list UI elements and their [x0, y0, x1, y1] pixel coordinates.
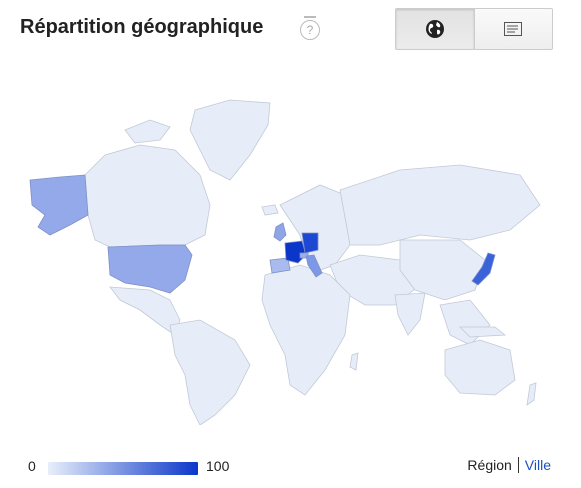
help-icon[interactable]: ?: [300, 16, 320, 40]
page-title: Répartition géographique: [20, 16, 264, 38]
country-russia[interactable]: [339, 164, 541, 246]
country-australia[interactable]: [444, 339, 516, 396]
country-iceland[interactable]: [261, 204, 279, 216]
country-europe[interactable]: [279, 184, 351, 271]
map-view-button[interactable]: [396, 9, 475, 49]
country-arctic-islands[interactable]: [124, 119, 171, 144]
country-united-states[interactable]: [107, 244, 193, 294]
country-united-kingdom[interactable]: [273, 222, 287, 242]
country-indonesia[interactable]: [459, 326, 507, 338]
country-mexico[interactable]: [109, 286, 181, 336]
list-view-button[interactable]: [475, 9, 553, 49]
country-madagascar[interactable]: [349, 352, 359, 371]
legend-min-label: 0: [28, 458, 36, 474]
legend-max-label: 100: [206, 458, 230, 474]
globe-icon: [425, 20, 444, 38]
country-china[interactable]: [399, 239, 486, 301]
view-toggle: [395, 8, 553, 50]
legend-gradient-bar: [48, 462, 198, 475]
country-germany[interactable]: [301, 232, 319, 254]
region-option[interactable]: Région: [467, 457, 512, 473]
country-africa[interactable]: [261, 264, 351, 396]
scope-divider: [517, 457, 519, 473]
scope-switcher: Région Ville: [467, 457, 551, 473]
header: Répartition géographique ?: [0, 0, 581, 60]
country-spain[interactable]: [269, 257, 291, 274]
country-alaska[interactable]: [29, 174, 89, 236]
country-greenland[interactable]: [189, 99, 271, 181]
country-italy[interactable]: [305, 254, 323, 278]
country-new-zealand[interactable]: [526, 382, 537, 406]
list-icon: [504, 22, 523, 36]
city-link[interactable]: Ville: [524, 457, 551, 473]
country-canada[interactable]: [84, 144, 211, 248]
country-south-america[interactable]: [169, 319, 251, 426]
country-france[interactable]: [284, 240, 307, 264]
world-map[interactable]: [0, 95, 581, 426]
country-india[interactable]: [394, 292, 426, 336]
country-southeast-asia[interactable]: [439, 299, 491, 346]
country-japan[interactable]: [471, 252, 496, 286]
